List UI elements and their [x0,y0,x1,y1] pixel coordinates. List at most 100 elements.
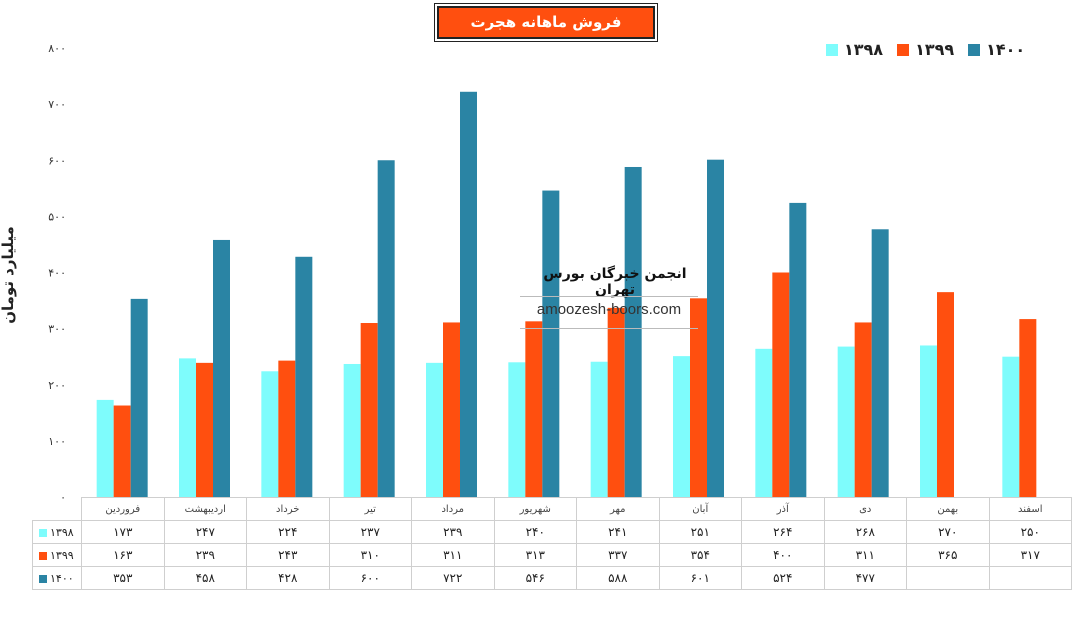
category-label: خرداد [246,497,330,521]
table-row: ۱۴۰۰ ۳۵۳ ۴۵۸ ۴۲۸ ۶۰۰ ۷۲۲ ۵۴۶ ۵۸۸ ۶۰۱ ۵۲۴ ۴۷۷ [32,566,1072,590]
bar-۱۴۰۰-فروردین [130,298,148,497]
table-row: فروردین اردیبهشت خرداد تیر مرداد شهریور مهر آبا… [32,497,1072,521]
data-label: ۴۰۰ [741,543,825,567]
bar-۱۴۰۰-شهریور [542,190,560,497]
data-label: ۴۲۸ [246,566,330,590]
series-swatch [39,551,47,560]
data-label: ۲۳۷ [328,520,412,544]
y-axis-label: میلیارد تومان [0,226,17,324]
table-corner [32,497,82,521]
category-label: آبان [658,497,742,521]
bar-۱۳۹۹-آذر [772,272,790,497]
category-label: دی [823,497,907,521]
y-tick-label: ۷۰۰ [48,98,66,111]
series-swatch [39,574,47,583]
legend-item-1399: ۱۳۹۹ [897,40,954,59]
series-name: ۱۳۹۹ [50,548,74,562]
data-label: ۳۵۳ [81,566,165,590]
y-tick-label: ۴۰۰ [48,267,66,280]
data-label: ۵۸۸ [576,566,660,590]
y-tick-label: ۶۰۰ [48,154,66,167]
data-label [906,566,990,590]
bar-۱۳۹۸-خرداد [261,371,279,497]
watermark-title: انجمن خبرگان بورس تهران [543,266,687,298]
legend-label-1399: ۱۳۹۹ [915,40,955,59]
legend-label-1400: ۱۴۰۰ [986,40,1026,59]
bar-۱۳۹۹-مرداد [443,322,460,497]
data-label: ۳۱۳ [493,543,577,567]
watermark-divider [520,296,698,297]
bar-۱۴۰۰-اردیبهشت [213,239,230,497]
data-label: ۷۲۲ [411,566,495,590]
data-label: ۲۴۳ [246,543,330,567]
series-row-head: ۱۴۰۰ [32,566,82,590]
y-tick-label: ۸۰۰ [48,42,66,55]
data-label: ۵۴۶ [493,566,577,590]
bar-۱۳۹۸-شهریور [508,362,526,497]
data-label: ۵۲۴ [741,566,825,590]
data-label: ۳۳۷ [576,543,660,567]
data-label: ۳۱۱ [411,543,495,567]
legend-swatch-1400 [968,43,981,56]
data-label: ۱۶۳ [81,543,165,567]
category-label: اسفند [988,497,1072,521]
data-label: ۶۰۰ [328,566,412,590]
data-label: ۲۳۹ [163,543,247,567]
bar-۱۳۹۹-بهمن [937,292,954,497]
data-label: ۳۱۰ [328,543,412,567]
table-row: ۱۳۹۹ ۱۶۳ ۲۳۹ ۲۴۳ ۳۱۰ ۳۱۱ ۳۱۳ ۳۳۷ ۳۵۴ ۴۰۰ ۳۱۱ ۳۶۵ ۳۱۷ [32,543,1072,567]
category-label: شهریور [493,497,577,521]
bar-۱۳۹۹-اردیبهشت [196,362,213,497]
y-tick-label: ۱۰۰ [48,435,66,448]
series-row-head: ۱۳۹۹ [32,543,82,567]
series-name: ۱۳۹۸ [50,525,74,539]
bar-۱۴۰۰-مرداد [460,91,477,497]
legend: ۱۳۹۸ ۱۳۹۹ ۱۴۰۰ [826,40,1039,59]
bar-۱۴۰۰-خرداد [295,256,313,497]
chart-title: فروش ماهانه هجرت [434,3,658,42]
bar-۱۳۹۸-فروردین [96,399,114,497]
data-label [988,566,1072,590]
category-label: مرداد [411,497,495,521]
bar-۱۳۹۸-بهمن [920,345,937,497]
data-label: ۳۱۱ [823,543,907,567]
data-label: ۲۴۱ [576,520,660,544]
bar-۱۳۹۹-مهر [607,307,625,497]
legend-item-1400: ۱۴۰۰ [968,40,1025,59]
watermark-url: amoozesh-boors.com [536,301,682,318]
category-label: آذر [741,497,825,521]
data-label: ۳۵۴ [658,543,742,567]
bar-۱۳۹۸-تیر [343,363,361,497]
bar-۱۳۹۹-خرداد [278,360,296,497]
bar-۱۳۹۸-مرداد [426,362,443,497]
y-tick-label: ۲۰۰ [48,379,66,392]
bar-۱۴۰۰-آذر [789,202,807,497]
series-swatch [39,528,47,537]
bar-۱۳۹۹-اسفند [1019,319,1037,497]
legend-swatch-1398 [826,43,838,56]
legend-label-1398: ۱۳۹۸ [844,40,884,59]
category-label: اردیبهشت [163,497,247,521]
category-label: مهر [576,497,660,521]
category-label: بهمن [906,497,990,521]
series-row-head: ۱۳۹۸ [32,520,82,544]
data-label: ۳۱۷ [988,543,1072,567]
data-label: ۲۴۷ [163,520,247,544]
bar-۱۴۰۰-مهر [624,166,642,498]
data-label: ۲۲۴ [246,520,330,544]
data-label: ۲۵۰ [988,520,1072,544]
data-label: ۲۷۰ [906,520,990,544]
legend-swatch-1399 [897,43,910,56]
category-label: تیر [328,497,412,521]
bar-۱۳۹۹-دی [854,322,872,497]
bar-۱۳۹۸-اردیبهشت [179,358,196,497]
data-label: ۲۵۱ [658,520,742,544]
bar-۱۳۹۹-تیر [360,323,378,497]
bar-۱۳۹۸-اسفند [1002,356,1020,497]
series-name: ۱۴۰۰ [50,571,74,585]
data-label: ۴۵۸ [163,566,247,590]
data-label: ۴۷۷ [823,566,907,590]
table-row: ۱۳۹۸ ۱۷۳ ۲۴۷ ۲۲۴ ۲۳۷ ۲۳۹ ۲۴۰ ۲۴۱ ۲۵۱ ۲۶۴ ۲۶۸ ۲۷۰ ۲۵۰ [32,520,1072,544]
data-label: ۲۴۰ [493,520,577,544]
data-table: فروردین اردیبهشت خرداد تیر مرداد شهریور مهر آبا… [32,497,1072,590]
